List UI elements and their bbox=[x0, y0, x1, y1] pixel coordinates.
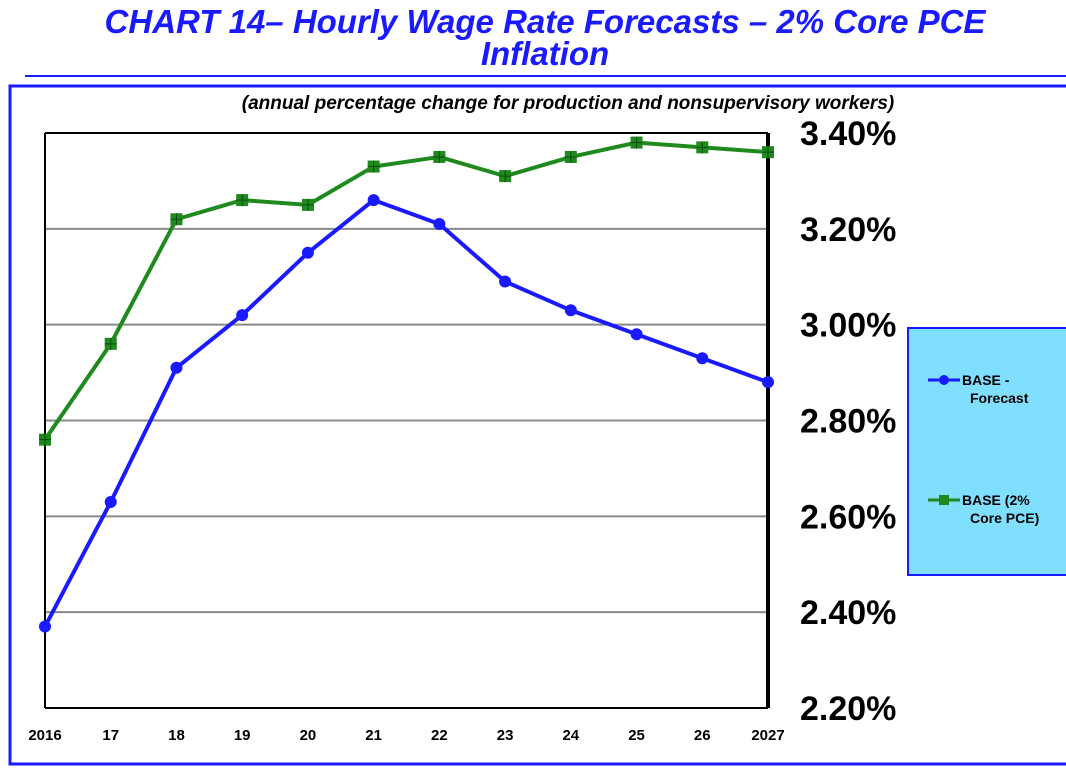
marker-cross bbox=[696, 141, 709, 154]
frame bbox=[8, 84, 1066, 766]
legend-label: BASE (2% Core PCE) bbox=[962, 492, 1039, 526]
marker bbox=[433, 218, 446, 231]
x-tick-label: 24 bbox=[562, 727, 579, 744]
marker-cross bbox=[762, 146, 774, 159]
legend-marker bbox=[939, 495, 949, 505]
marker bbox=[499, 275, 512, 288]
subtitle: (annual percentage change for production… bbox=[242, 93, 894, 114]
marker bbox=[170, 361, 183, 374]
marker-cross bbox=[564, 150, 577, 163]
x-tick-label: 17 bbox=[102, 727, 119, 744]
y-tick-label: 3.40% bbox=[800, 115, 896, 153]
series-line bbox=[43, 140, 769, 441]
marker bbox=[104, 495, 117, 508]
marker-cross bbox=[236, 194, 249, 207]
y-tick-label: 2.20% bbox=[800, 690, 896, 728]
marker-cross bbox=[367, 160, 380, 173]
y-tick-label: 2.60% bbox=[800, 498, 896, 536]
x-tick-label: 19 bbox=[234, 727, 251, 744]
marker bbox=[367, 194, 380, 207]
x-tick-label: 20 bbox=[300, 727, 317, 744]
marker bbox=[564, 304, 577, 317]
x-tick-label: 18 bbox=[168, 727, 185, 744]
marker bbox=[39, 620, 51, 633]
marker bbox=[762, 376, 774, 389]
x-tick-label: 26 bbox=[694, 727, 711, 744]
marker bbox=[630, 328, 643, 341]
y-tick-label: 2.80% bbox=[800, 403, 896, 441]
chart-title: CHART 14– Hourly Wage Rate Forecasts – 2… bbox=[104, 3, 986, 72]
marker-cross bbox=[104, 337, 117, 350]
x-tick-label: 2027 bbox=[751, 727, 784, 744]
series-line bbox=[43, 198, 769, 628]
marker-cross bbox=[170, 213, 183, 226]
x-tick-label: 25 bbox=[628, 727, 645, 744]
legend-box bbox=[907, 327, 1066, 576]
marker-cross bbox=[301, 198, 314, 211]
marker bbox=[236, 309, 249, 322]
marker-cross bbox=[39, 433, 51, 446]
y-tick-label: 3.20% bbox=[800, 211, 896, 249]
marker-cross bbox=[433, 150, 446, 163]
x-tick-label: 2016 bbox=[28, 727, 61, 744]
marker bbox=[696, 352, 709, 365]
legend-marker bbox=[939, 375, 949, 385]
legend-label: BASE -Forecast bbox=[962, 372, 1029, 406]
marker bbox=[301, 246, 314, 259]
marker-cross bbox=[499, 170, 512, 183]
x-tick-label: 22 bbox=[431, 727, 448, 744]
x-tick-label: 23 bbox=[497, 727, 514, 744]
marker-cross bbox=[630, 136, 643, 149]
y-tick-label: 2.40% bbox=[800, 594, 896, 632]
y-tick-label: 3.00% bbox=[800, 307, 896, 345]
x-tick-label: 21 bbox=[365, 727, 382, 744]
